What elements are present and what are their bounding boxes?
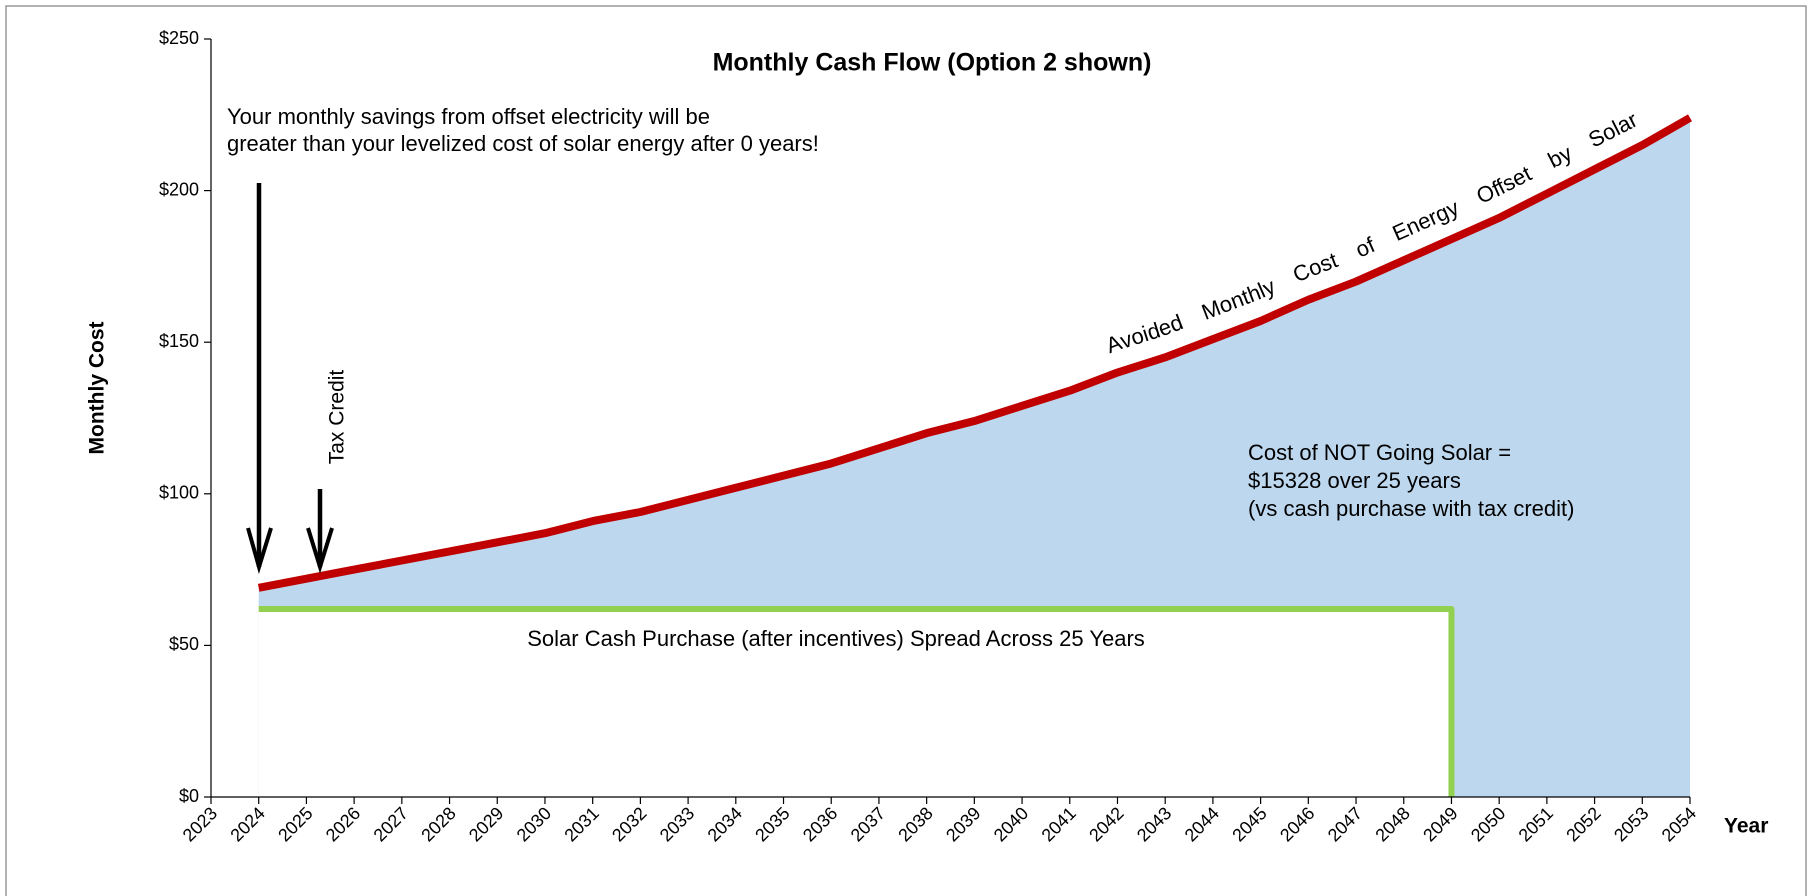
x-tick-label: 2042 [1085, 803, 1127, 845]
x-tick-label: 2040 [990, 803, 1032, 845]
y-tick-label: $50 [169, 634, 199, 654]
note-line: (vs cash purchase with tax credit) [1248, 496, 1574, 521]
y-axis-label: Monthly Cost [86, 322, 109, 455]
tax-credit-label: Tax Credit [326, 370, 349, 465]
note-line: greater than your levelized cost of sola… [227, 131, 819, 156]
y-tick-label: $250 [159, 28, 199, 48]
x-tick-label: 2046 [1276, 803, 1318, 845]
x-axis-label: Year [1724, 815, 1768, 838]
x-tick-label: 2049 [1419, 803, 1461, 845]
x-tick-label: 2054 [1658, 803, 1700, 845]
x-tick-label: 2033 [656, 803, 698, 845]
arrow-head [246, 527, 273, 575]
series-line [258, 606, 1455, 797]
x-tick-label: 2034 [704, 803, 746, 845]
x-tick-label: 2041 [1038, 803, 1080, 845]
chart-border [5, 5, 1807, 896]
arrow-head [306, 527, 334, 574]
x-tick-label: 2037 [847, 803, 889, 845]
x-tick-label: 2039 [942, 803, 984, 845]
x-tick-label: 2029 [465, 803, 507, 845]
x-tick-label: 2035 [751, 803, 793, 845]
chart-title: Monthly Cash Flow (Option 2 shown) [713, 49, 1152, 77]
x-tick-label: 2024 [226, 803, 268, 845]
x-tick-label: 2052 [1562, 803, 1604, 845]
x-tick-label: 2032 [608, 803, 650, 845]
series-line [257, 114, 1692, 592]
x-tick-label: 2031 [560, 803, 602, 845]
y-tick-label: $150 [159, 331, 199, 351]
x-tick-label: 2048 [1371, 803, 1413, 845]
x-tick-label: 2036 [799, 803, 841, 845]
x-tick-label: 2053 [1610, 803, 1652, 845]
y-tick-label: $200 [159, 179, 199, 199]
x-tick-label: 2047 [1324, 803, 1366, 845]
x-tick-label: 2038 [894, 803, 936, 845]
x-tick-label: 2050 [1467, 803, 1509, 845]
area [258, 609, 1452, 797]
y-tick-label: $100 [159, 483, 199, 503]
x-tick-label: 2026 [322, 803, 364, 845]
savings-note: Your monthly savings from offset electri… [227, 104, 819, 156]
x-tick-label: 2051 [1515, 803, 1557, 845]
x-tick-label: 2023 [179, 803, 221, 845]
tax-arrows [246, 183, 334, 575]
x-tick-label: 2045 [1228, 803, 1270, 845]
y-tick-label: $0 [179, 786, 199, 806]
x-tick-label: 2028 [417, 803, 459, 845]
x-tick-label: 2030 [513, 803, 555, 845]
x-tick-label: 2025 [274, 803, 316, 845]
x-tick-label: 2027 [370, 803, 412, 845]
cash-purchase-label: Solar Cash Purchase (after incentives) S… [527, 626, 1145, 651]
note-line: Cost of NOT Going Solar = [1248, 440, 1511, 465]
x-tick-label: 2043 [1133, 803, 1175, 845]
note-line: Your monthly savings from offset electri… [227, 104, 710, 129]
x-tick-label: 2044 [1181, 803, 1223, 845]
not-solar-note: Cost of NOT Going Solar = $15328 over 25… [1248, 440, 1574, 521]
note-line: $15328 over 25 years [1248, 468, 1461, 493]
